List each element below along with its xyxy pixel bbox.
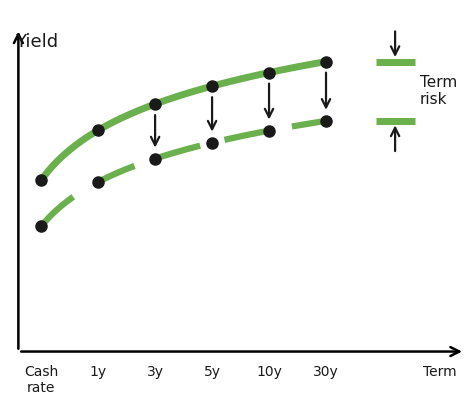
Text: 10y: 10y	[256, 365, 282, 379]
Text: 1y: 1y	[90, 365, 107, 379]
Text: Term
risk: Term risk	[420, 75, 457, 107]
Text: 5y: 5y	[203, 365, 220, 379]
Text: 3y: 3y	[146, 365, 164, 379]
Text: Term: Term	[423, 365, 457, 379]
Text: Cash
rate: Cash rate	[24, 365, 58, 395]
Text: 30y: 30y	[313, 365, 339, 379]
Text: Yield: Yield	[15, 33, 58, 51]
